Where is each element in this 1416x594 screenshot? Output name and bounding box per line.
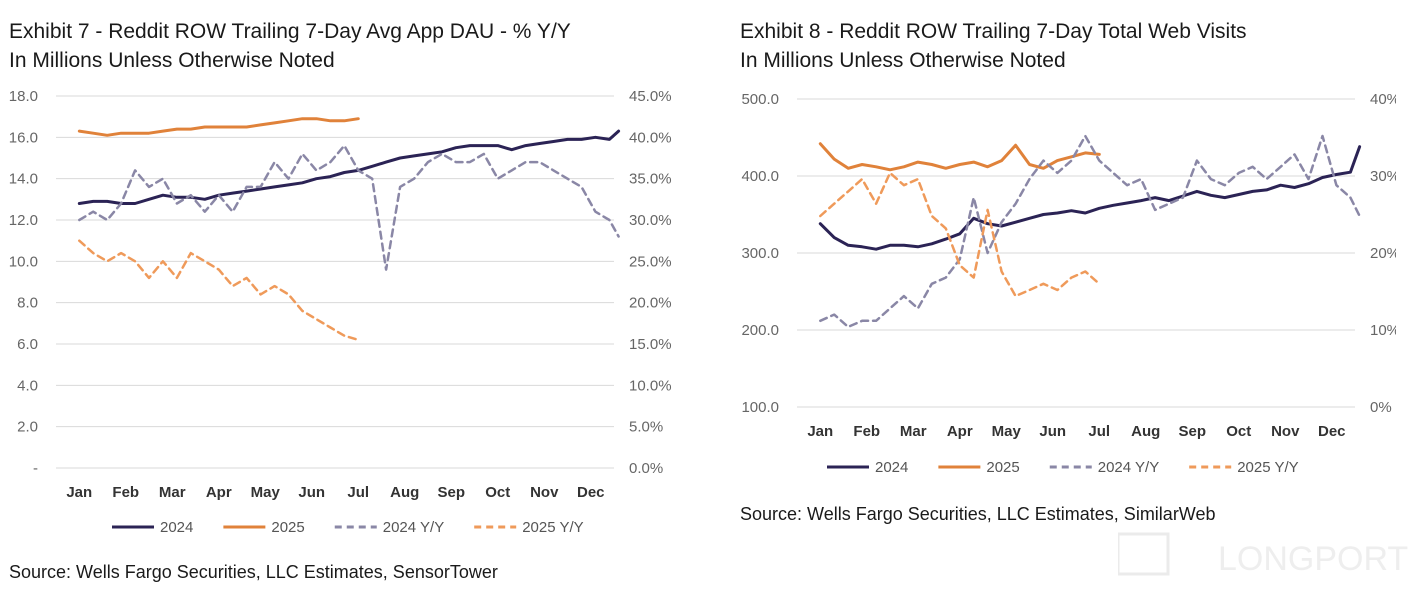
- x-tick-label: Jul: [1088, 423, 1110, 440]
- series-line-2024-y-y: [819, 134, 1361, 329]
- y-left-tick-label: 200.0: [741, 322, 779, 339]
- series-line-2025: [77, 117, 360, 137]
- legend-label: 2024 Y/Y: [383, 519, 444, 536]
- y-left-tick-label: 16.0: [9, 129, 38, 146]
- x-tick-label: Aug: [1131, 423, 1160, 440]
- watermark-text: LONGPORT: [1218, 540, 1408, 578]
- watermark-logo: [1118, 532, 1170, 576]
- y-right-tick-label: 25.0%: [629, 253, 672, 270]
- series-line-2024: [77, 129, 621, 205]
- x-tick-label: Dec: [577, 484, 605, 501]
- x-tick-label: Sep: [437, 484, 465, 501]
- y-right-tick-label: 45.0%: [629, 88, 672, 105]
- watermark: LONGPORT: [1118, 532, 1408, 578]
- series-line-2024: [818, 145, 1362, 251]
- chart2-subtitle: In Millions Unless Otherwise Noted: [740, 49, 1066, 72]
- y-left-tick-label: 2.0: [17, 419, 38, 436]
- chart1-svg: - 0.0% 2.0 5.0% 4.0 10.0% 6.0 15.0% 8.0 20.0% 10.0…: [9, 88, 672, 536]
- x-tick-label: Mar: [900, 423, 927, 440]
- x-tick-label: May: [992, 423, 1022, 440]
- y-left-tick-label: 500.0: [741, 91, 779, 108]
- y-right-tick-label: 30%: [1370, 168, 1396, 185]
- legend-label: 2024: [160, 519, 193, 536]
- y-right-tick-label: 0.0%: [629, 460, 663, 477]
- legend-label: 2025 Y/Y: [1237, 459, 1298, 476]
- y-right-tick-label: 30.0%: [629, 212, 672, 229]
- series-line-2025-y-y: [78, 239, 360, 342]
- x-tick-label: Dec: [1318, 423, 1346, 440]
- series-line-2025: [818, 142, 1101, 172]
- y-right-tick-label: 35.0%: [629, 171, 672, 188]
- x-tick-label: Jun: [298, 484, 325, 501]
- x-tick-label: Jan: [66, 484, 92, 501]
- chart2-source: Source: Wells Fargo Securities, LLC Esti…: [740, 504, 1216, 524]
- y-right-tick-label: 0%: [1370, 399, 1392, 416]
- y-left-tick-label: 400.0: [741, 168, 779, 185]
- x-tick-label: Feb: [112, 484, 139, 501]
- y-left-tick-label: 8.0: [17, 295, 38, 312]
- x-tick-label: Aug: [390, 484, 419, 501]
- chart1-title: Exhibit 7 - Reddit ROW Trailing 7-Day Av…: [9, 20, 571, 43]
- chart1-subtitle: In Millions Unless Otherwise Noted: [9, 49, 335, 72]
- x-tick-label: Apr: [206, 484, 232, 501]
- legend-label: 2025: [271, 519, 304, 536]
- x-tick-label: Apr: [947, 423, 973, 440]
- x-tick-label: Mar: [159, 484, 186, 501]
- x-tick-label: Nov: [1271, 423, 1300, 440]
- legend-label: 2024 Y/Y: [1098, 459, 1159, 476]
- x-tick-label: Feb: [853, 423, 880, 440]
- y-left-tick-label: 6.0: [17, 336, 38, 353]
- x-tick-label: Jul: [347, 484, 369, 501]
- y-right-tick-label: 10%: [1370, 322, 1396, 339]
- chart2-svg: 100.0 0% 200.0 10% 300.0 20% 400.0 30% 500.0 40% J…: [741, 91, 1396, 476]
- x-tick-label: Oct: [1226, 423, 1251, 440]
- y-left-tick-label: 12.0: [9, 212, 38, 229]
- y-left-tick-label: 10.0: [9, 253, 38, 270]
- series-line-2025-y-y: [819, 171, 1101, 298]
- y-right-tick-label: 10.0%: [629, 377, 672, 394]
- x-tick-label: Jun: [1039, 423, 1066, 440]
- y-right-tick-label: 40%: [1370, 91, 1396, 108]
- y-left-tick-label: 14.0: [9, 171, 38, 188]
- x-tick-label: Nov: [530, 484, 559, 501]
- chart2-title: Exhibit 8 - Reddit ROW Trailing 7-Day To…: [740, 20, 1247, 43]
- chart1-source: Source: Wells Fargo Securities, LLC Esti…: [9, 562, 498, 582]
- legend-label: 2025: [986, 459, 1019, 476]
- x-tick-label: May: [251, 484, 281, 501]
- y-right-tick-label: 15.0%: [629, 336, 672, 353]
- y-left-tick-label: -: [33, 460, 38, 477]
- y-left-tick-label: 300.0: [741, 245, 779, 262]
- y-right-tick-label: 20.0%: [629, 295, 672, 312]
- y-left-tick-label: 18.0: [9, 88, 38, 105]
- legend-label: 2025 Y/Y: [522, 519, 583, 536]
- x-tick-label: Oct: [485, 484, 510, 501]
- legend-label: 2024: [875, 459, 908, 476]
- y-right-tick-label: 5.0%: [629, 419, 663, 436]
- y-right-tick-label: 40.0%: [629, 129, 672, 146]
- y-left-tick-label: 4.0: [17, 377, 38, 394]
- series-line-2024-y-y: [78, 144, 620, 271]
- y-right-tick-label: 20%: [1370, 245, 1396, 262]
- x-tick-label: Sep: [1178, 423, 1206, 440]
- x-tick-label: Jan: [807, 423, 833, 440]
- y-left-tick-label: 100.0: [741, 399, 779, 416]
